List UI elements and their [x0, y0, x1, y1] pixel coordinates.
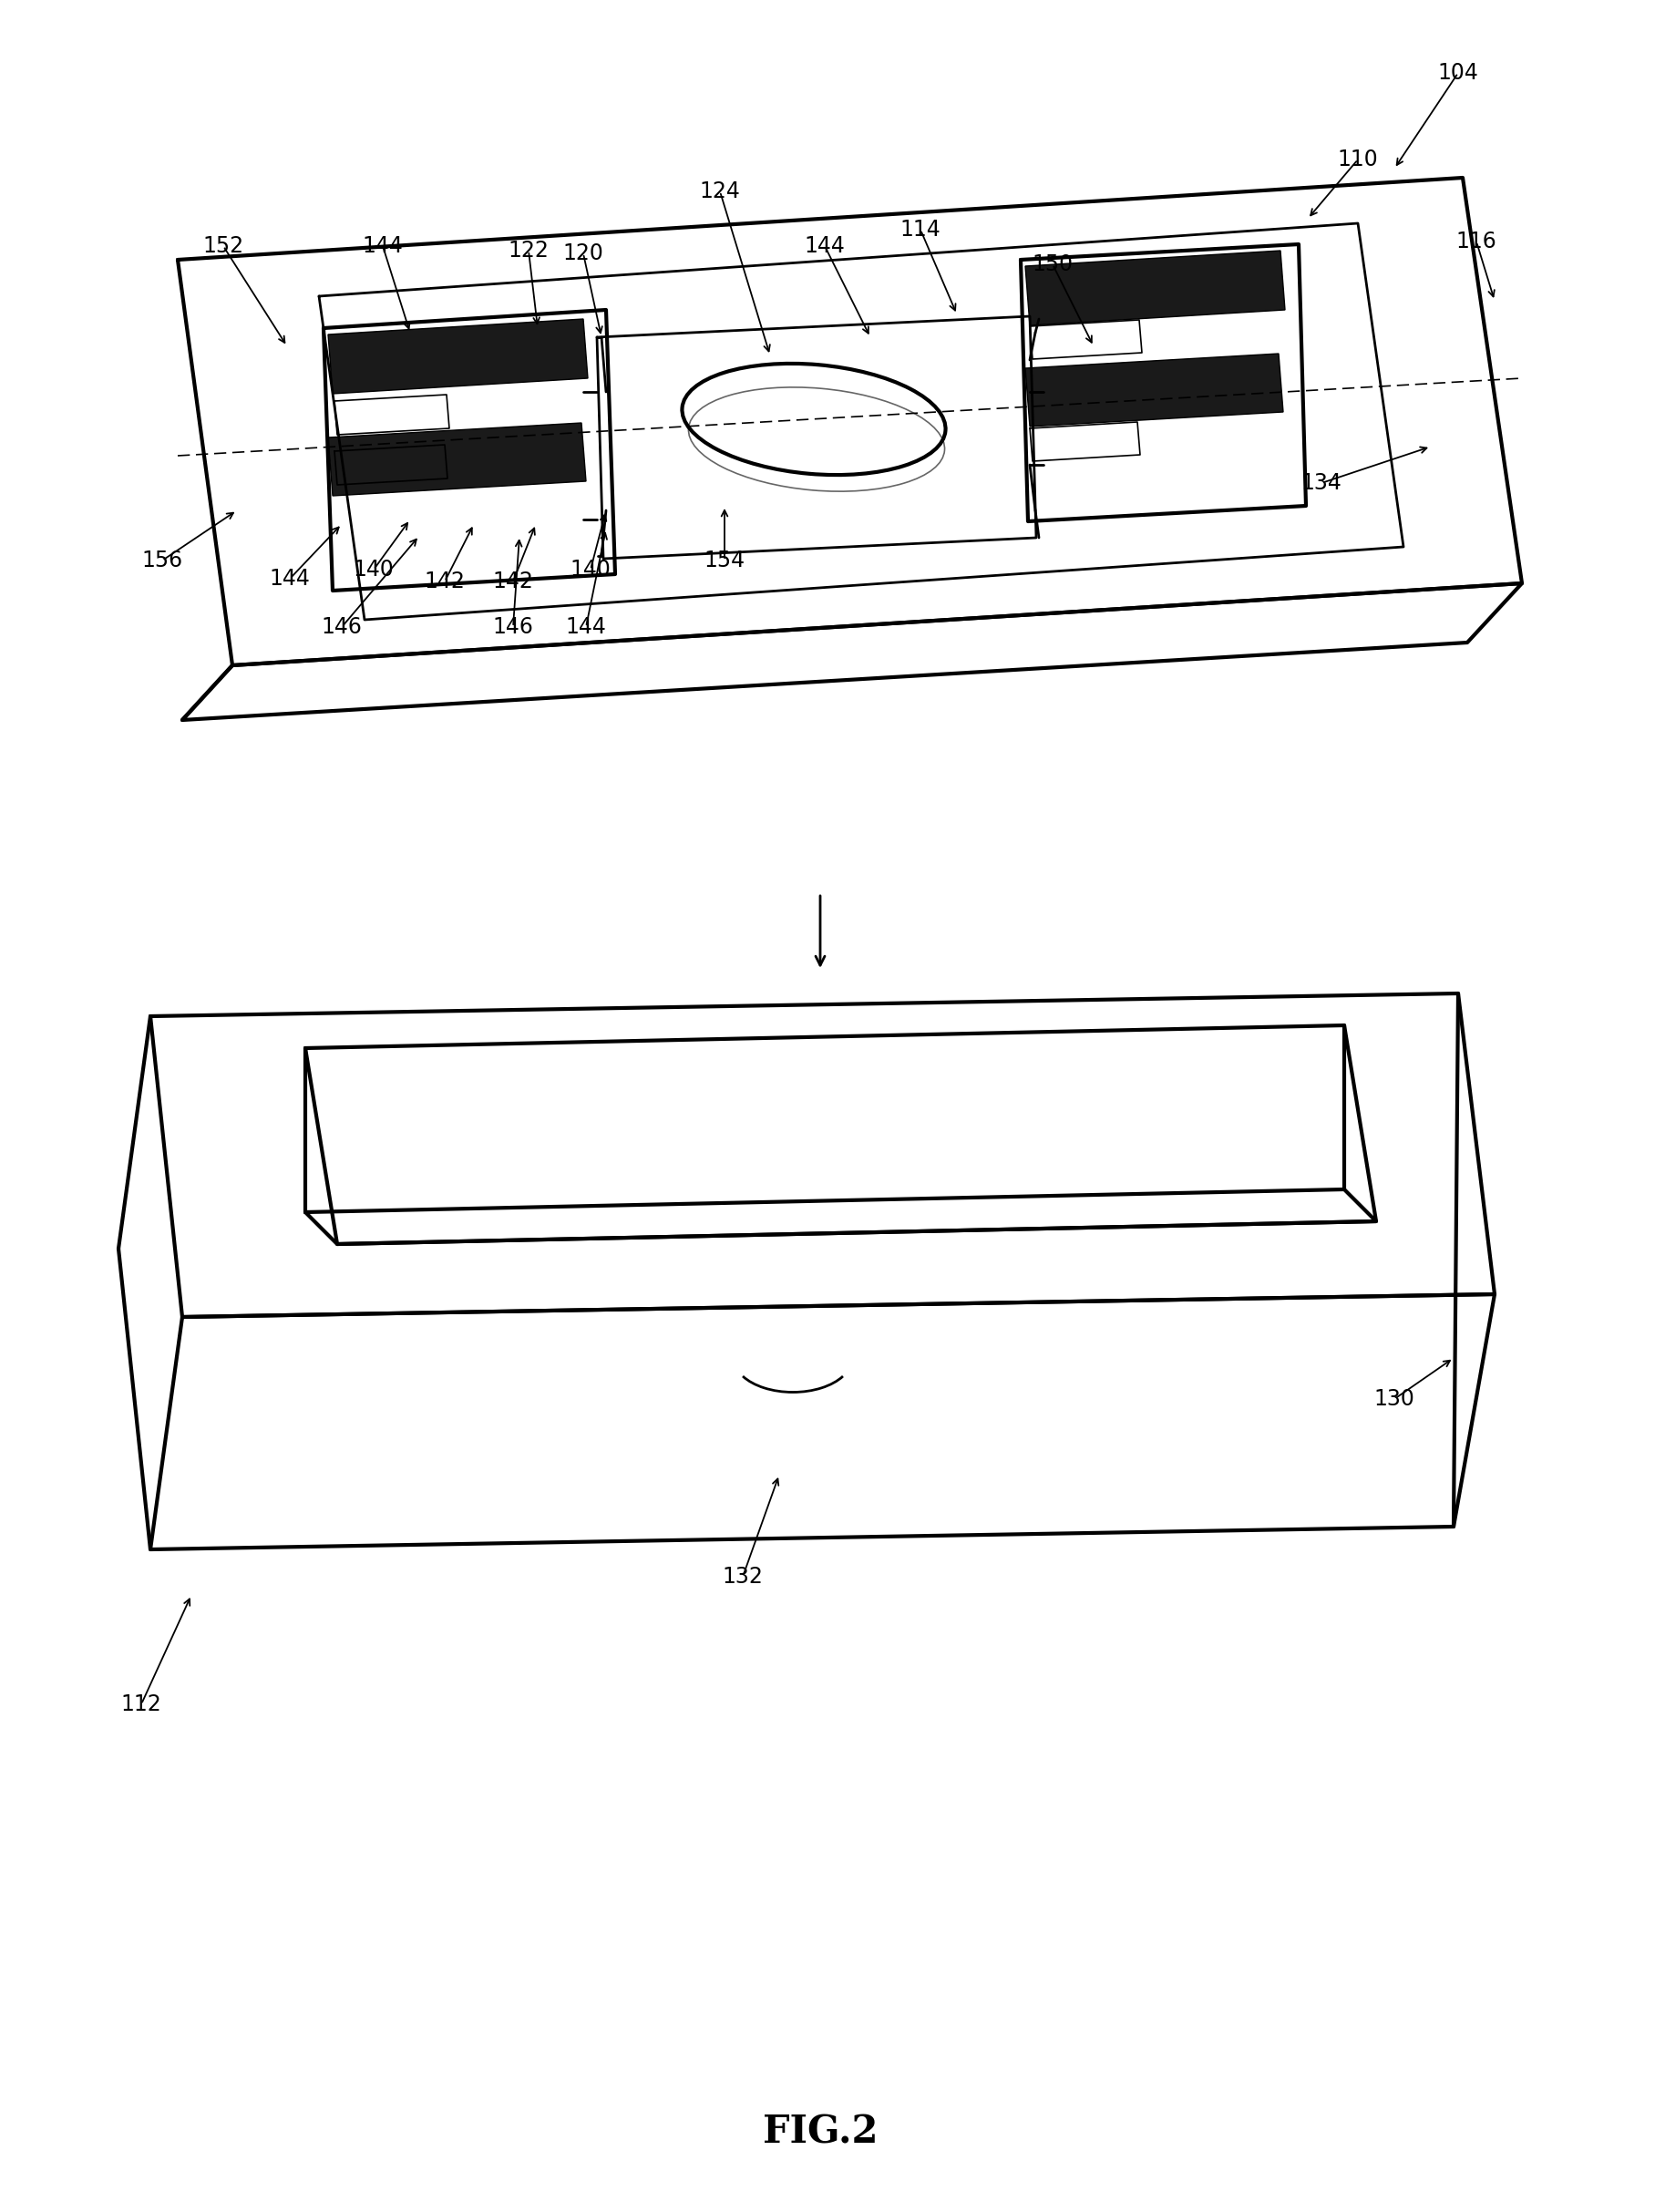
Polygon shape [1024, 250, 1284, 325]
Text: 142: 142 [424, 571, 465, 593]
Text: 144: 144 [270, 568, 309, 591]
Text: 156: 156 [142, 549, 182, 571]
Text: 110: 110 [1337, 148, 1379, 170]
Text: 142: 142 [493, 571, 533, 593]
Text: FIG.2: FIG.2 [763, 2115, 877, 2152]
Text: 116: 116 [1456, 230, 1496, 252]
Text: 152: 152 [202, 234, 243, 257]
Text: 140: 140 [353, 560, 394, 580]
Text: 146: 146 [493, 617, 533, 637]
Text: 134: 134 [1301, 471, 1342, 493]
Text: 144: 144 [804, 234, 846, 257]
Polygon shape [328, 319, 588, 394]
Text: 144: 144 [566, 617, 606, 637]
Text: 122: 122 [508, 239, 549, 261]
Text: 114: 114 [900, 219, 940, 241]
Text: 144: 144 [362, 234, 404, 257]
Polygon shape [328, 422, 586, 495]
Text: 120: 120 [563, 243, 604, 263]
Text: 104: 104 [1438, 62, 1478, 84]
Polygon shape [1024, 354, 1283, 427]
Text: 112: 112 [121, 1694, 162, 1714]
Text: 150: 150 [1033, 254, 1072, 274]
Text: 146: 146 [321, 617, 362, 637]
Text: 124: 124 [700, 181, 740, 201]
Text: 130: 130 [1374, 1389, 1415, 1409]
Text: 140: 140 [569, 560, 611, 580]
Text: 132: 132 [722, 1566, 763, 1588]
Text: 154: 154 [703, 549, 745, 571]
